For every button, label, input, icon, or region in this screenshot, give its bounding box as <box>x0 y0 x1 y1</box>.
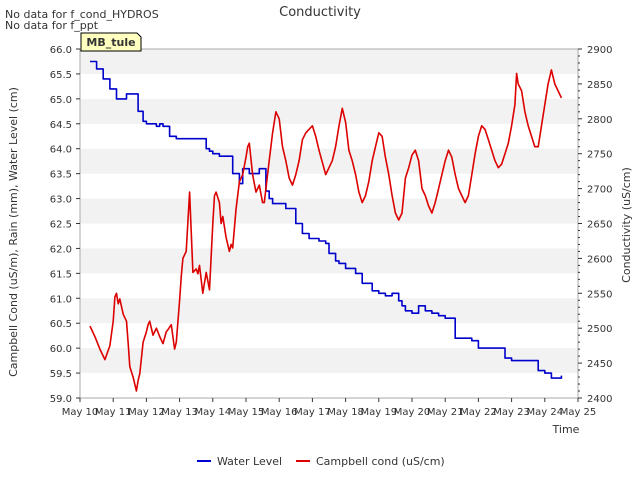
right-tick-label: 2600 <box>587 254 612 265</box>
left-tick-label: 59.5 <box>50 369 72 380</box>
left-tick-label: 59.0 <box>50 394 72 405</box>
x-tick-label: May 15 <box>228 407 265 418</box>
right-axis-ticks: 2400 2450 2500 2550 2600 2650 2700 2750 2800 2850… <box>578 45 612 405</box>
right-tick-label: 2650 <box>587 220 612 231</box>
right-tick-label: 2700 <box>587 185 612 196</box>
left-tick-label: 64.5 <box>50 120 72 131</box>
x-tick-label: May 12 <box>128 407 165 418</box>
x-tick-label: May 17 <box>294 407 331 418</box>
site-badge-label: MB_tule <box>86 36 135 49</box>
x-tick-label: May 19 <box>361 407 398 418</box>
x-axis-label: Time <box>552 423 580 436</box>
left-tick-label: 65.0 <box>50 95 72 106</box>
right-tick-label: 2450 <box>587 359 612 370</box>
right-tick-label: 2900 <box>587 45 612 56</box>
x-tick-label: May 23 <box>493 407 530 418</box>
grid-band <box>80 348 578 374</box>
left-tick-label: 61.5 <box>50 269 72 280</box>
x-tick-label: May 20 <box>394 407 431 418</box>
x-tick-label: May 13 <box>161 407 198 418</box>
series-lines <box>89 60 563 392</box>
right-tick-label: 2750 <box>587 150 612 161</box>
x-tick-label: May 25 <box>560 407 597 418</box>
note-no-data-ppt: No data for f_ppt <box>5 19 99 32</box>
x-tick-label: May 11 <box>95 407 132 418</box>
x-tick-label: May 18 <box>327 407 364 418</box>
left-tick-label: 62.0 <box>50 244 72 255</box>
x-tick-label: May 24 <box>527 407 564 418</box>
x-tick-label: May 21 <box>427 407 464 418</box>
right-tick-label: 2800 <box>587 115 612 126</box>
grid-band <box>80 49 578 74</box>
grid-band <box>80 298 578 324</box>
left-axis-ticks: 59.0 59.5 60.0 60.5 61.0 61.5 62.0 62.5 63.0 63.5… <box>50 45 80 405</box>
grid-bands <box>80 49 578 374</box>
x-tick-label: May 14 <box>195 407 232 418</box>
left-tick-label: 63.5 <box>50 170 72 181</box>
legend: Water Level Campbell cond (uS/cm) <box>197 455 445 468</box>
left-tick-label: 60.5 <box>50 319 72 330</box>
chart-title: Conductivity <box>279 5 361 20</box>
right-tick-label: 2550 <box>587 289 612 300</box>
left-tick-label: 60.0 <box>50 344 72 355</box>
right-tick-label: 2850 <box>587 80 612 91</box>
grid-band <box>80 198 578 224</box>
note-no-data-hydros: No data for f_cond_HYDROS <box>5 8 159 21</box>
site-badge: MB_tule <box>80 32 142 52</box>
legend-campbell-cond-label: Campbell cond (uS/cm) <box>316 455 445 468</box>
left-tick-label: 62.5 <box>50 220 72 231</box>
campbell-cond-line <box>89 69 563 392</box>
left-tick-label: 61.0 <box>50 294 72 305</box>
right-axis-label: Conductivity (uS/cm) <box>620 167 633 283</box>
left-tick-label: 66.0 <box>50 45 72 56</box>
grid-band <box>80 98 578 124</box>
x-tick-label: May 10 <box>62 407 99 418</box>
legend-water-level-label: Water Level <box>217 455 282 468</box>
water-level-line <box>90 60 563 379</box>
left-tick-label: 64.0 <box>50 145 72 156</box>
right-tick-label: 2500 <box>587 324 612 335</box>
right-tick-label: 2400 <box>587 394 612 405</box>
left-tick-label: 63.0 <box>50 195 72 206</box>
x-tick-label: May 22 <box>460 407 497 418</box>
left-axis-label: Campbell Cond (uS/m), Rain (mm), Water L… <box>7 87 20 377</box>
x-tick-label: May 16 <box>261 407 298 418</box>
left-tick-label: 65.5 <box>50 70 72 81</box>
